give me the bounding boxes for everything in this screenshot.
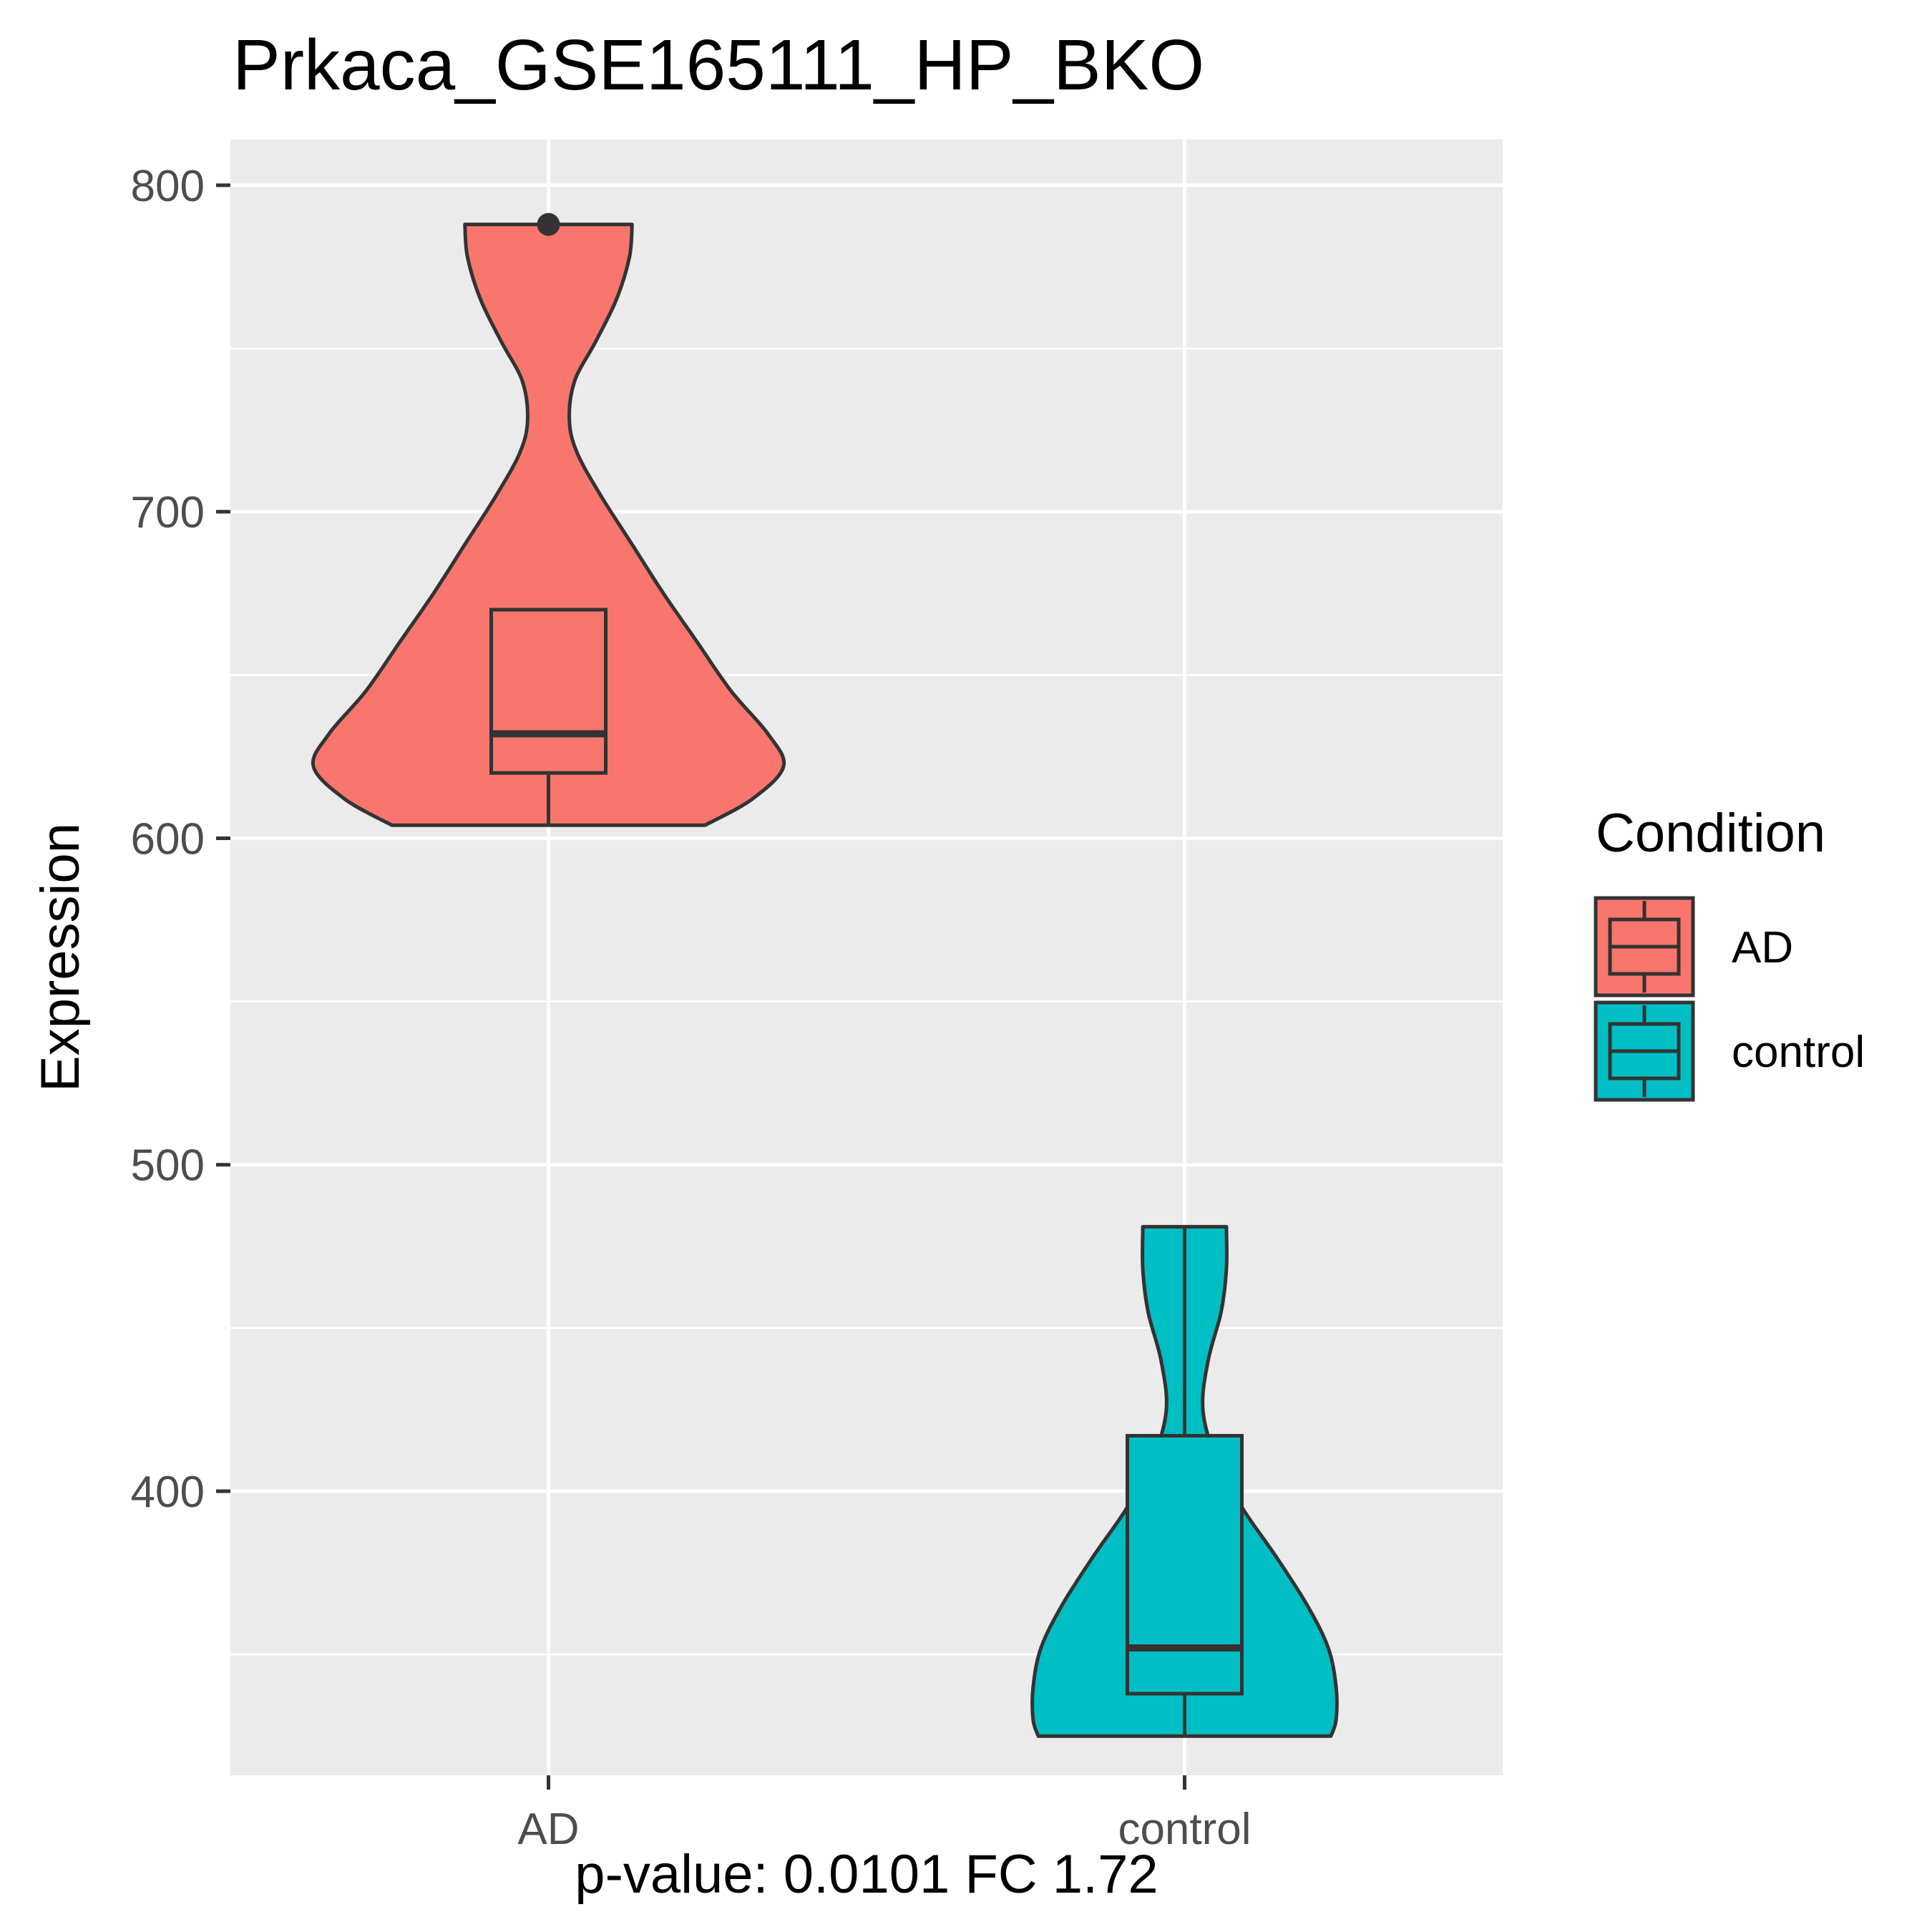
y-axis-title: Expression (30, 823, 91, 1092)
plot-panel (230, 140, 1503, 1775)
box-control (1126, 1433, 1244, 1696)
x-tick-label: AD (517, 1805, 579, 1854)
boxplots (489, 213, 1244, 1737)
chart-title: Prkaca_GSE165111_HP_BKO (233, 25, 1204, 105)
box-ad (489, 608, 608, 775)
x-axis-title: p-value: 0.0101 FC 1.72 (575, 1844, 1158, 1905)
y-tick-label: 600 (131, 814, 205, 864)
y-tick-label: 400 (131, 1468, 205, 1517)
legend: Condition AD control (1594, 803, 1865, 1102)
violin-ad (311, 223, 786, 827)
y-axis: 400 500 600 700 800 (131, 162, 230, 1517)
y-tick-label: 700 (131, 488, 205, 537)
x-axis: AD control (517, 1775, 1252, 1854)
x-tick-label: control (1118, 1805, 1251, 1854)
legend-label: AD (1732, 923, 1793, 972)
y-tick-label: 500 (131, 1141, 205, 1191)
legend-label: control (1732, 1028, 1865, 1077)
y-tick-label: 800 (131, 162, 205, 211)
legend-title: Condition (1596, 803, 1825, 864)
legend-entry-ad: AD (1594, 896, 1793, 997)
legend-entry-control: control (1594, 1000, 1865, 1102)
outlier-point (537, 213, 560, 236)
